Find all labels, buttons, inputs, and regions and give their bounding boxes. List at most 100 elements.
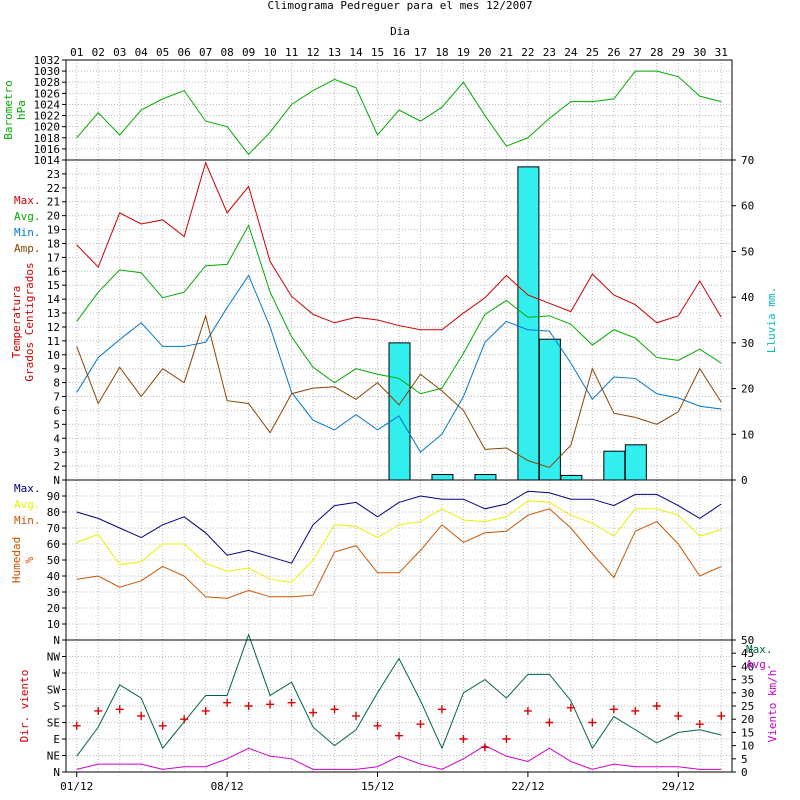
pressure-axis-label-line: hPa bbox=[15, 100, 28, 120]
temp-legend-item: Amp. bbox=[14, 242, 41, 255]
date-label: 15/12 bbox=[361, 780, 394, 793]
top-axis-label: Dia bbox=[390, 25, 410, 38]
wind-direction-point bbox=[480, 743, 489, 752]
day-label: 08 bbox=[221, 46, 234, 59]
y-tick-label: 1028 bbox=[34, 76, 61, 89]
day-label: 04 bbox=[135, 46, 149, 59]
y-tick-label: 4 bbox=[53, 432, 60, 445]
y-tick-label: 11 bbox=[47, 335, 60, 348]
rain-bar bbox=[431, 474, 454, 481]
y-tick-label: 8 bbox=[53, 377, 60, 390]
humidity-axis-label-line: % bbox=[23, 556, 36, 563]
temperature-axis-label-line: Grados Centigrados bbox=[23, 262, 36, 381]
day-label: 26 bbox=[607, 46, 620, 59]
humidity-legend-item: Max. bbox=[14, 482, 41, 495]
rain-bar bbox=[474, 474, 497, 481]
wind-direction-point bbox=[201, 706, 210, 715]
humidity-legend-item: Avg. bbox=[14, 498, 41, 511]
y-tick-label: 1014 bbox=[34, 154, 61, 167]
rain-bar bbox=[560, 474, 583, 481]
day-label: 03 bbox=[113, 46, 126, 59]
date-label: 01/12 bbox=[60, 780, 93, 793]
wind-direction-point bbox=[652, 702, 661, 710]
wind-direction-point bbox=[523, 706, 532, 715]
wind-direction-axis-label: Dir. viento bbox=[18, 670, 31, 743]
wind-direction-point bbox=[631, 706, 640, 715]
y-tick-label: 5 bbox=[53, 418, 60, 431]
y-tick-label: 9 bbox=[53, 363, 60, 376]
wind-direction-point bbox=[137, 711, 146, 720]
y-tick-label: 1030 bbox=[34, 65, 61, 78]
y-tick-label: 7 bbox=[53, 391, 60, 404]
wind-direction-point bbox=[287, 698, 296, 707]
y-tick-label: 10 bbox=[47, 618, 60, 631]
y-tick-label: 20 bbox=[47, 210, 60, 223]
y-right-tick-label: 40 bbox=[741, 291, 754, 304]
day-label: 12 bbox=[306, 46, 319, 59]
wind-speed-axis-label: Viento km/h bbox=[766, 670, 779, 743]
wind-direction-point bbox=[352, 711, 361, 720]
wind-direction-point bbox=[502, 735, 511, 743]
y-tick-label: 17 bbox=[47, 251, 60, 264]
y-tick-label: SW bbox=[47, 684, 61, 697]
date-label: 08/12 bbox=[211, 780, 244, 793]
day-label: 22 bbox=[521, 46, 534, 59]
temp-legend-item: Max. bbox=[14, 194, 41, 207]
panel-frame bbox=[65, 639, 733, 773]
chart-title: Climograma Pedreguer para el mes 12/2007 bbox=[268, 0, 533, 12]
humidity-legend-item: Min. bbox=[14, 514, 41, 527]
day-label: 10 bbox=[263, 46, 276, 59]
rain-bar bbox=[517, 166, 540, 481]
y-right-tick-label: 30 bbox=[741, 337, 754, 350]
y-tick-label: W bbox=[53, 667, 60, 680]
day-label: 02 bbox=[92, 46, 105, 59]
wind-direction-axis-label-line: Dir. viento bbox=[18, 670, 31, 743]
wind-direction-point bbox=[330, 705, 339, 714]
wind-direction-point bbox=[395, 731, 403, 740]
wind-direction-point bbox=[94, 706, 103, 715]
wind-direction-point bbox=[266, 700, 275, 709]
day-label: 05 bbox=[156, 46, 169, 59]
day-label: 01 bbox=[70, 46, 83, 59]
humidity-axis-label-line: Humedad bbox=[10, 537, 23, 583]
y-tick-label: 16 bbox=[47, 265, 60, 278]
temp-legend-item: Min. bbox=[14, 226, 41, 239]
humidity-axis-label: Humedad% bbox=[10, 537, 36, 583]
pressure-axis-label-line: Barometro bbox=[2, 80, 15, 140]
day-label: 28 bbox=[650, 46, 663, 59]
y-right-tick-label: 50 bbox=[741, 634, 754, 647]
day-label: 25 bbox=[586, 46, 599, 59]
day-label: 18 bbox=[435, 46, 448, 59]
plot-area: 01 02 03 04 05 06 07 08 09 10 11 12 13 14 15 16 17 18 19 20… bbox=[2, 46, 779, 793]
y-tick-label: 14 bbox=[47, 293, 61, 306]
day-label: 23 bbox=[543, 46, 556, 59]
temp-max-line bbox=[76, 161, 722, 331]
wind-direction-point bbox=[674, 711, 683, 720]
day-label: 17 bbox=[414, 46, 427, 59]
y-tick-label: NE bbox=[47, 750, 60, 763]
y-tick-label: 90 bbox=[47, 490, 60, 503]
y-tick-label: N bbox=[53, 474, 60, 487]
y-tick-label: 1026 bbox=[34, 87, 61, 100]
temperature-axis-label: TemperaturaGrados Centigrados bbox=[10, 262, 36, 381]
wind-direction-point bbox=[437, 705, 446, 714]
day-label: 19 bbox=[457, 46, 470, 59]
y-right-tick-label: 20 bbox=[741, 713, 754, 726]
day-label: 13 bbox=[328, 46, 341, 59]
wind-direction-point bbox=[416, 720, 425, 729]
day-label: 29 bbox=[672, 46, 685, 59]
day-label: 16 bbox=[392, 46, 405, 59]
wind-direction-point bbox=[115, 705, 124, 714]
y-right-tick-label: 0 bbox=[741, 474, 748, 487]
y-tick-label: 60 bbox=[47, 538, 60, 551]
wind-direction-point bbox=[180, 715, 189, 724]
y-tick-label: N bbox=[53, 766, 60, 779]
y-tick-label: 6 bbox=[53, 404, 60, 417]
day-label: 21 bbox=[500, 46, 513, 59]
y-tick-label: N bbox=[53, 634, 60, 647]
y-right-tick-label: 20 bbox=[741, 383, 754, 396]
y-right-tick-label: 30 bbox=[741, 687, 754, 700]
y-right-tick-label: 50 bbox=[741, 245, 754, 258]
y-tick-label: 1020 bbox=[34, 121, 61, 134]
wind-direction-point bbox=[717, 711, 726, 720]
